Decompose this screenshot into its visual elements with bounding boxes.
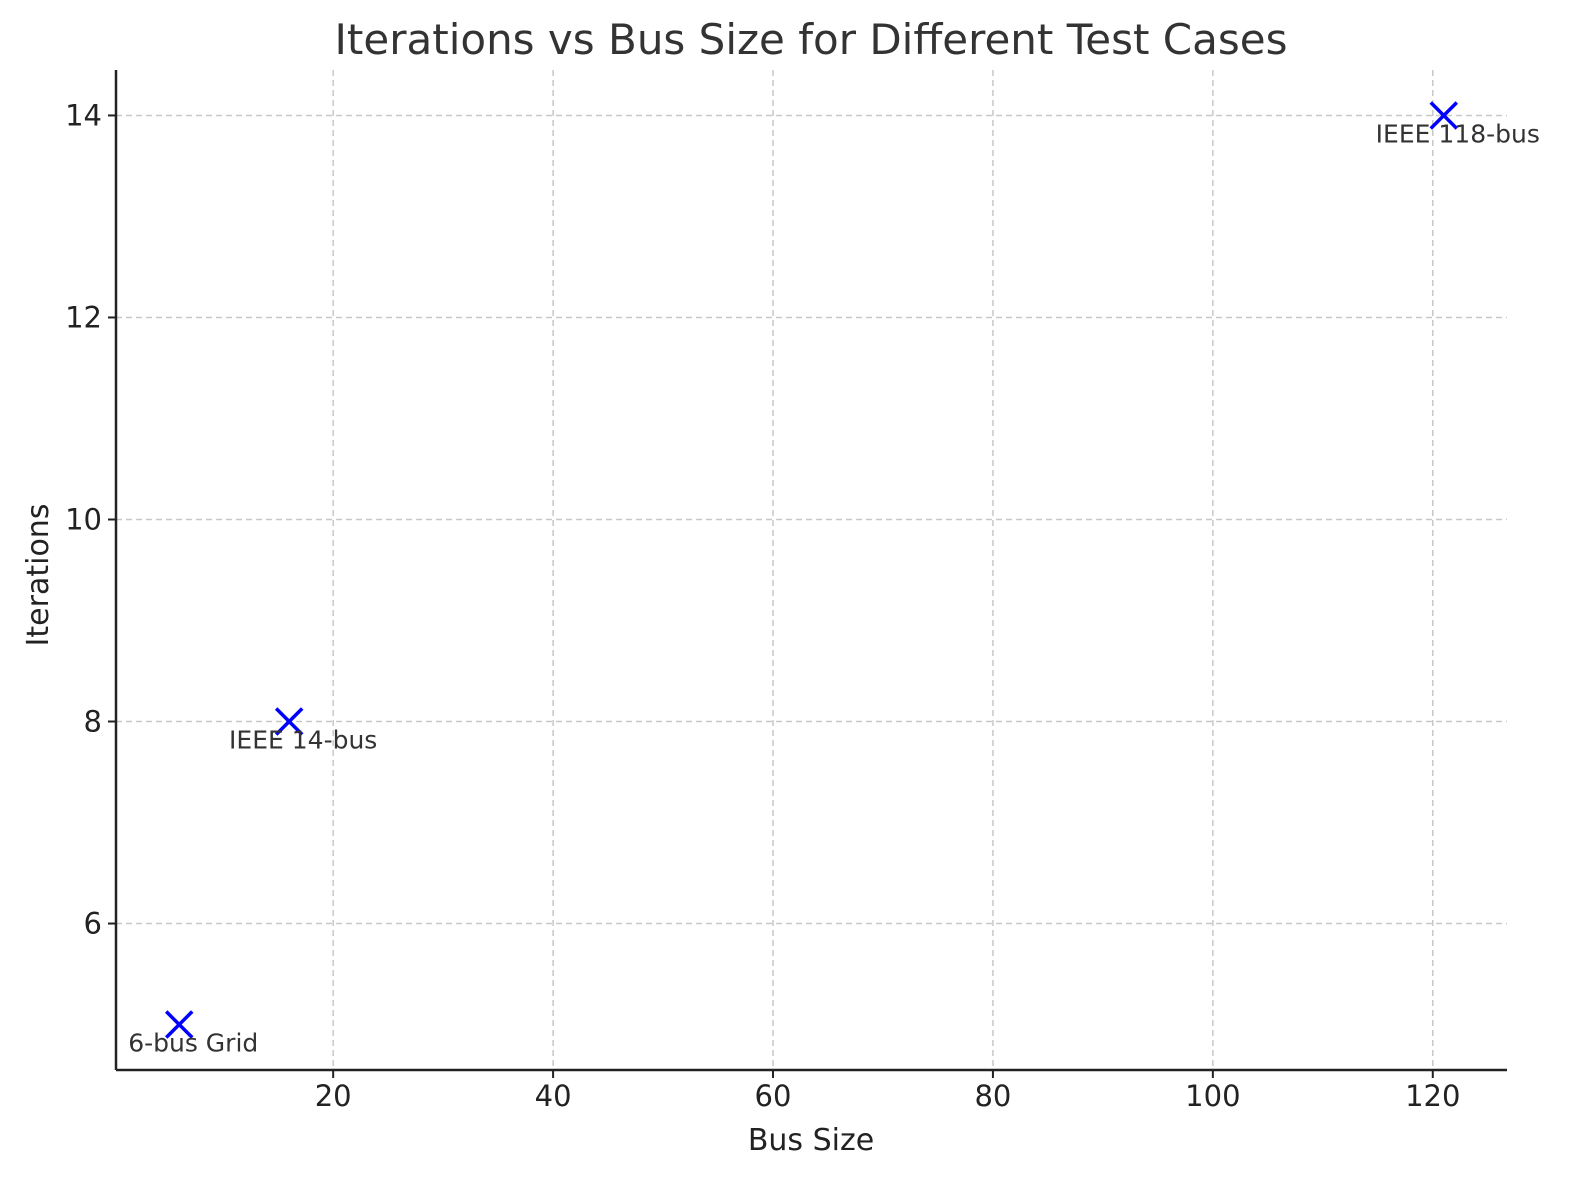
- data-point: 6-bus Grid: [128, 1010, 258, 1058]
- x-tick-label: 100: [1185, 1079, 1240, 1113]
- grid: [116, 70, 1507, 1070]
- y-tick-label: 12: [65, 300, 102, 334]
- y-axis-label: Iterations: [21, 504, 56, 647]
- data-points: 6-bus Grid IEEE 14-bus IEEE 118-bus: [128, 101, 1540, 1058]
- point-label: 6-bus Grid: [128, 1029, 258, 1058]
- chart-title: Iterations vs Bus Size for Different Tes…: [335, 15, 1288, 64]
- y-tick-label: 6: [84, 907, 102, 941]
- y-tick-label: 14: [65, 98, 102, 132]
- axes: [114, 70, 1507, 1072]
- x-tick-label: 120: [1405, 1079, 1460, 1113]
- point-marker-stroke: [274, 707, 304, 736]
- x-tick-label: 40: [535, 1079, 572, 1113]
- point-marker-stroke: [164, 1010, 194, 1039]
- y-tick-label: 10: [65, 502, 102, 536]
- x-tick-label: 80: [974, 1079, 1011, 1113]
- x-tick-label: 20: [315, 1079, 352, 1113]
- point-marker-stroke: [1429, 101, 1459, 130]
- x-tick-label: 60: [755, 1079, 792, 1113]
- point-label: IEEE 118-bus: [1376, 119, 1540, 148]
- data-point: IEEE 118-bus: [1376, 101, 1540, 148]
- data-point: IEEE 14-bus: [229, 707, 377, 755]
- y-tick-label: 8: [84, 705, 102, 739]
- x-axis-label: Bus Size: [748, 1123, 874, 1158]
- ticks: 20 40 60 80 100 120 6 8 10 12 14: [65, 98, 1460, 1113]
- point-label: IEEE 14-bus: [229, 726, 377, 755]
